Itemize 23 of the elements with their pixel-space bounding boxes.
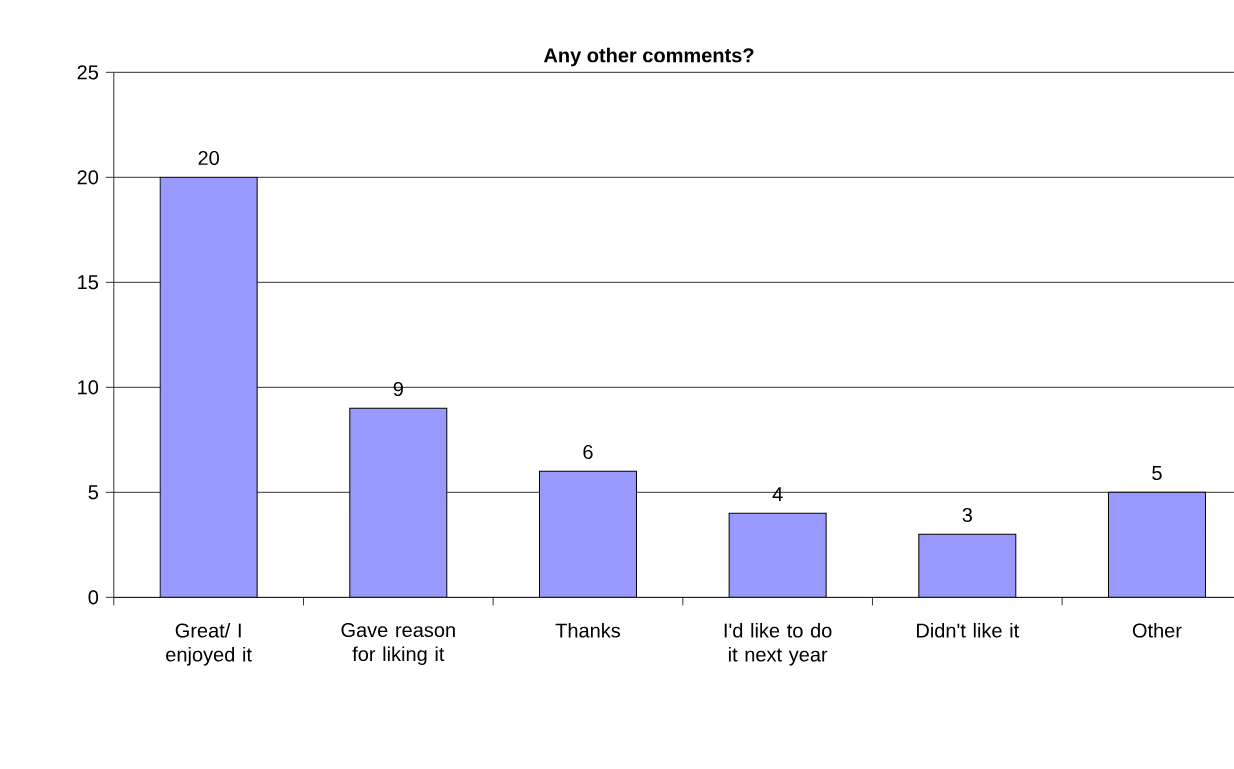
x-tick-label: Gave reason for liking it — [341, 622, 455, 666]
y-tick-label: 0 — [88, 590, 99, 605]
bar — [918, 533, 1017, 598]
bar — [159, 176, 258, 598]
y-tick-label: 25 — [77, 65, 99, 80]
data-label: 6 — [583, 444, 593, 460]
x-tick-label: Didn't like it — [917, 622, 1020, 638]
bar — [349, 407, 448, 598]
bar — [728, 512, 827, 598]
chart-title: Any other comments? — [543, 47, 754, 67]
data-label: 3 — [962, 507, 972, 523]
x-tick-label: Other — [1132, 622, 1182, 638]
y-tick-label: 10 — [78, 380, 99, 395]
data-label: 5 — [1152, 466, 1162, 481]
data-label: 20 — [198, 150, 219, 166]
x-tick-label: Thanks — [555, 622, 621, 638]
y-tick-label: 20 — [77, 170, 99, 185]
x-tick-label: I'd like to do it next year — [724, 622, 832, 666]
bar — [1107, 491, 1206, 598]
y-tick-label: 5 — [88, 485, 99, 500]
y-tick-label: 15 — [78, 275, 99, 290]
x-tick-label: Great/ I enjoyed it — [166, 622, 252, 666]
bar — [538, 470, 637, 598]
